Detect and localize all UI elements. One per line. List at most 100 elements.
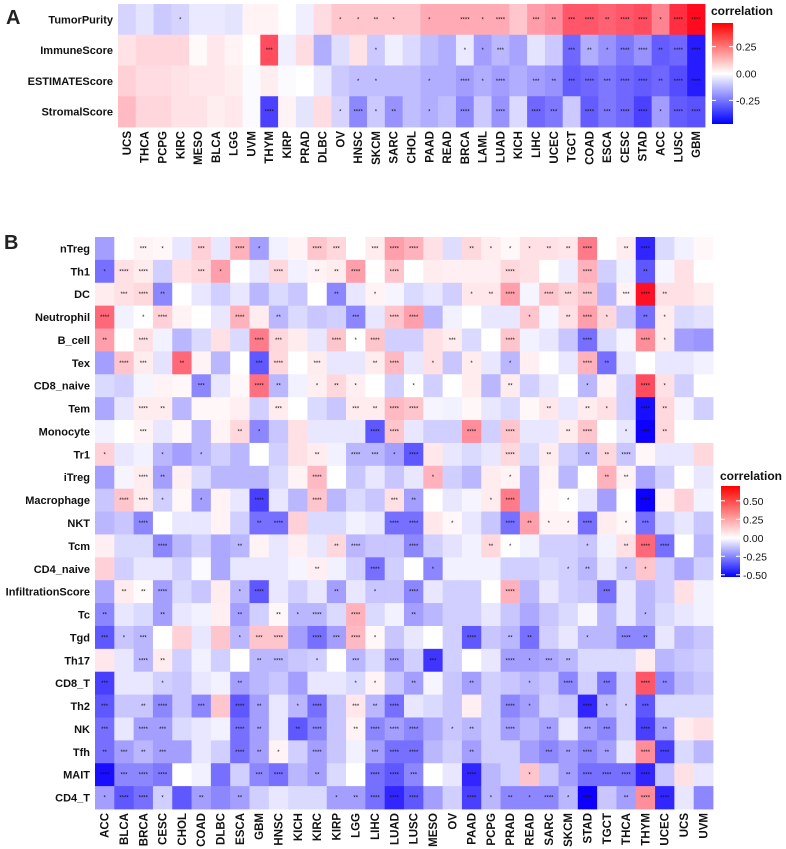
heatmap-cell <box>313 4 332 36</box>
heatmap-cell <box>598 4 617 36</box>
heatmap-cell <box>423 625 444 650</box>
heatmap-cell <box>268 557 289 581</box>
heatmap-cell <box>249 625 270 650</box>
heatmap-cell <box>597 511 617 535</box>
significance-mark: **** <box>583 521 593 527</box>
significance-mark: *** <box>603 681 611 687</box>
significance-mark: ** <box>566 750 571 756</box>
heatmap-cell <box>268 648 289 673</box>
heatmap-cell <box>481 420 501 444</box>
significance-mark: ** <box>566 429 571 435</box>
heatmap-cell <box>224 34 243 66</box>
heatmap-cell <box>539 534 559 558</box>
heatmap-cell <box>635 351 656 375</box>
heatmap-cell <box>210 717 231 741</box>
heatmap-cell <box>423 648 444 673</box>
heatmap-cell <box>455 96 475 128</box>
heatmap-cell <box>633 96 653 128</box>
heatmap-cell <box>346 603 366 627</box>
heatmap-cell <box>365 465 386 490</box>
significance-mark: **** <box>235 704 245 710</box>
significance-mark: *** <box>545 658 553 664</box>
heatmap-cell <box>597 694 617 718</box>
significance-mark: * <box>509 544 512 550</box>
heatmap-cell <box>95 351 115 375</box>
heatmap-cell <box>635 328 656 352</box>
heatmap-cell <box>172 442 192 467</box>
significance-mark: *** <box>372 246 380 252</box>
heatmap-cell <box>384 397 405 421</box>
heatmap-cell <box>288 786 308 810</box>
heatmap-cell <box>558 397 579 421</box>
heatmap-cell <box>384 671 405 695</box>
significance-mark: *** <box>372 452 380 458</box>
heatmap-cell <box>95 534 115 558</box>
column-label: SARC <box>544 813 556 846</box>
heatmap-cell <box>224 96 243 128</box>
heatmap-cell <box>519 282 540 307</box>
heatmap-cell <box>230 580 250 604</box>
significance-mark: **** <box>332 338 342 344</box>
heatmap-cell <box>191 740 212 764</box>
significance-mark: *** <box>584 727 592 733</box>
heatmap-cell <box>461 328 482 352</box>
significance-mark: *** <box>101 635 109 641</box>
significance-mark: * <box>239 635 242 641</box>
heatmap-cell <box>481 717 501 741</box>
heatmap-cell <box>152 648 173 673</box>
significance-mark: * <box>625 567 628 573</box>
column-label: LIHC <box>531 131 543 158</box>
heatmap-cell <box>346 465 366 490</box>
heatmap-cell <box>114 603 135 627</box>
column-label: SKCM <box>563 813 575 847</box>
heatmap-cell <box>616 488 637 512</box>
significance-mark: **** <box>274 635 284 641</box>
heatmap-cell <box>655 397 675 421</box>
heatmap-cell <box>539 603 559 627</box>
column-label: KICH <box>513 131 525 159</box>
heatmap-cell <box>577 259 598 284</box>
heatmap-cell <box>346 671 366 695</box>
significance-mark: ** <box>469 681 474 687</box>
heatmap-cell <box>326 351 347 375</box>
heatmap-cell <box>114 763 135 787</box>
significance-mark: **** <box>351 452 361 458</box>
heatmap-cell <box>242 65 261 97</box>
heatmap-cell <box>577 763 598 787</box>
row-label: NKT <box>67 518 90 530</box>
heatmap-cell <box>558 237 579 261</box>
heatmap-cell <box>172 374 192 398</box>
column-label: LUAD <box>389 813 401 845</box>
heatmap-cell <box>420 34 439 66</box>
heatmap-cell <box>268 328 289 352</box>
heatmap-cell <box>365 648 386 673</box>
significance-mark: **** <box>583 292 593 298</box>
significance-mark: **** <box>274 521 284 527</box>
significance-mark: * <box>219 269 222 275</box>
heatmap-cell <box>577 648 598 673</box>
heatmap-cell <box>491 96 510 128</box>
heatmap-cell <box>404 717 424 741</box>
significance-mark: ** <box>102 750 107 756</box>
heatmap-cell <box>230 420 250 444</box>
significance-mark: ** <box>643 315 648 321</box>
significance-mark: ** <box>334 544 339 550</box>
significance-mark: ** <box>353 727 358 733</box>
heatmap-cell <box>687 34 706 66</box>
heatmap-cell <box>442 625 463 650</box>
significance-mark: *** <box>429 658 437 664</box>
significance-mark: **** <box>638 79 648 85</box>
heatmap-cell <box>558 305 579 329</box>
significance-mark: **** <box>674 79 684 85</box>
significance-mark: * <box>357 79 360 85</box>
significance-mark: ** <box>624 246 629 252</box>
significance-mark: **** <box>641 429 651 435</box>
significance-mark: **** <box>691 17 701 23</box>
significance-mark: **** <box>409 521 419 527</box>
significance-mark: **** <box>312 635 322 641</box>
heatmap-cell <box>404 488 424 512</box>
heatmap-cell <box>635 694 656 718</box>
heatmap-cell <box>307 237 328 261</box>
heatmap-cell <box>172 534 192 558</box>
heatmap-cell <box>519 305 540 329</box>
